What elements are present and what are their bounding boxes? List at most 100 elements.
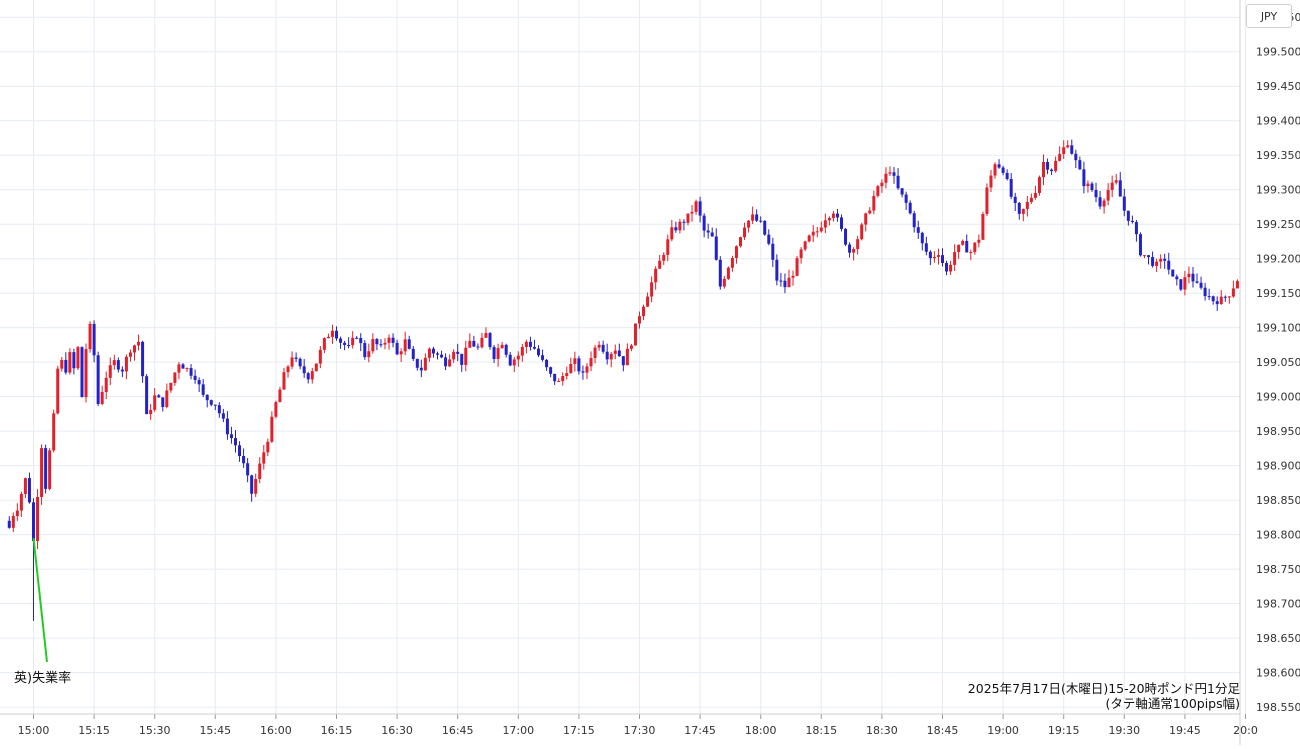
candle-body — [258, 463, 262, 479]
candle-body — [116, 360, 120, 370]
candle-body — [734, 246, 738, 258]
candle-body — [1029, 197, 1033, 203]
candle-body — [411, 348, 415, 359]
candle-body — [278, 389, 282, 403]
candle-body — [1114, 180, 1118, 183]
candle-body — [460, 353, 464, 365]
candle-body — [427, 348, 431, 358]
candle-body — [423, 357, 427, 371]
candle-body — [76, 347, 80, 369]
candle-body — [1223, 296, 1227, 298]
y-tick-label: 199.200 — [1256, 253, 1300, 266]
candle-body — [1175, 276, 1179, 280]
candle-body — [694, 201, 698, 212]
candle-body — [1086, 183, 1090, 187]
candle-body — [629, 345, 633, 349]
x-tick-label: 15:15 — [78, 724, 110, 737]
candle-body — [379, 344, 383, 346]
candle-body — [638, 316, 641, 324]
candle-body — [452, 351, 456, 360]
candle-body — [650, 282, 654, 297]
candle-body — [585, 366, 589, 373]
candle-body — [407, 339, 411, 349]
candle-body — [335, 330, 338, 339]
caption-line-1: 2025年7月17日(木曜日)15-20時ポンド円1分足 — [967, 681, 1240, 696]
y-tick-label: 199.000 — [1256, 391, 1300, 404]
candle-body — [169, 382, 173, 391]
candle-body — [621, 356, 625, 366]
y-tick-label: 199.350 — [1256, 149, 1300, 162]
candle-body — [19, 493, 23, 511]
candle-body — [904, 194, 908, 203]
candle-body — [355, 337, 359, 339]
candle-body — [60, 359, 64, 369]
candle-body — [658, 260, 662, 269]
candle-body — [827, 217, 831, 221]
x-tick-label: 18:45 — [927, 724, 959, 737]
candle-body — [807, 235, 811, 242]
candle-body — [11, 516, 15, 528]
candle-body — [250, 475, 254, 494]
candle-body — [779, 280, 783, 282]
candle-body — [1082, 169, 1086, 187]
candle-body — [1179, 279, 1183, 290]
candle-body — [1090, 183, 1094, 191]
y-tick-label: 198.950 — [1256, 425, 1300, 438]
candle-body — [221, 413, 225, 419]
currency-badge[interactable]: JPY — [1246, 4, 1292, 28]
candle-body — [932, 256, 936, 259]
candle-body — [242, 456, 246, 464]
x-tick-label: 16:45 — [442, 724, 474, 737]
candle-body — [1159, 258, 1163, 262]
x-tick-label: 16:30 — [381, 724, 413, 737]
candle-body — [524, 341, 528, 347]
candle-body — [702, 215, 706, 231]
candle-body — [108, 365, 112, 378]
candle-body — [1017, 202, 1021, 214]
candle-body — [145, 376, 149, 415]
x-tick-label: 20:0 — [1233, 724, 1258, 737]
candle-body — [448, 359, 452, 367]
candle-body — [290, 357, 294, 367]
candle-body — [1033, 193, 1037, 198]
candle-body — [128, 352, 132, 357]
x-tick-label: 18:00 — [745, 724, 777, 737]
x-tick-label: 16:00 — [260, 724, 292, 737]
candle-body — [32, 502, 35, 542]
candle-body — [1074, 153, 1078, 161]
candle-body — [561, 375, 565, 382]
candle-body — [565, 373, 569, 376]
candle-body — [557, 381, 561, 383]
candle-body — [371, 339, 375, 352]
candle-body — [436, 353, 439, 355]
candle-body — [165, 390, 169, 408]
candle-body — [137, 341, 141, 346]
candle-body — [823, 220, 827, 228]
candle-body — [1183, 277, 1187, 290]
candle-body — [391, 337, 395, 343]
y-tick-label: 199.500 — [1256, 46, 1300, 59]
candle-body — [1171, 269, 1175, 277]
candle-body — [1122, 196, 1126, 211]
candle-body — [282, 372, 286, 390]
y-tick-label: 198.800 — [1256, 529, 1300, 542]
candle-body — [710, 232, 714, 237]
candle-body — [1070, 145, 1074, 154]
candle-body — [864, 213, 868, 225]
candle-body — [1094, 190, 1098, 198]
candle-body — [755, 214, 759, 221]
candle-body — [690, 211, 694, 214]
candle-body — [330, 330, 334, 337]
candle-body — [589, 358, 593, 367]
candle-body — [916, 227, 920, 233]
x-tick-label: 18:30 — [866, 724, 898, 737]
candle-body — [787, 277, 791, 288]
candle-body — [27, 478, 31, 503]
candle-body — [646, 296, 650, 307]
candle-body — [1126, 210, 1130, 221]
candle-body — [500, 344, 504, 349]
candle-body — [876, 186, 880, 196]
candle-body — [217, 405, 221, 414]
candle-body — [803, 241, 807, 250]
candle-body — [1147, 255, 1151, 258]
